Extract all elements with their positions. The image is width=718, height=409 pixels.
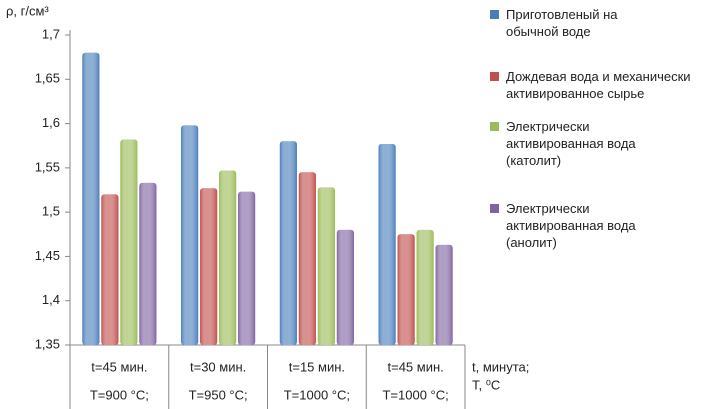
bar: [378, 143, 396, 345]
legend-swatch: [490, 72, 499, 81]
bar: [317, 187, 335, 345]
bar: [181, 125, 199, 345]
legend-label: Электрически активированная вода (анолит…: [506, 201, 636, 250]
y-tick-label: 1,35: [35, 336, 60, 351]
bar: [200, 188, 218, 345]
x-axis-label: t, минута;: [472, 359, 529, 374]
x-tick-label: t=45 мин.: [91, 359, 147, 374]
bar: [279, 141, 297, 345]
x-tick-label: T=950 °C;: [189, 387, 248, 402]
x-tick-label: t=30 мин.: [190, 359, 246, 374]
y-tick-label: 1,45: [35, 248, 60, 263]
bar: [435, 244, 453, 345]
legend-label: Приготовленый на обычной воде: [506, 7, 618, 39]
y-tick-label: 1,5: [42, 204, 60, 219]
legend-label: Дождевая вода и механически активированн…: [506, 69, 691, 101]
bar: [397, 234, 415, 345]
legend-swatch: [490, 122, 499, 131]
x-tick-label: t=45 мин.: [387, 359, 443, 374]
bar: [336, 229, 354, 345]
legend-swatch: [490, 204, 499, 213]
y-tick-label: 1,6: [42, 115, 60, 130]
legend-item: Приготовленый на обычной воде: [488, 6, 656, 40]
legend-item: Электрически активированная вода (католи…: [488, 118, 656, 169]
bar: [82, 52, 100, 345]
bar: [120, 139, 138, 345]
y-tick-label: 1,7: [42, 26, 60, 41]
legend-swatch: [490, 10, 499, 19]
y-tick-label: 1,65: [35, 71, 60, 86]
bar: [416, 229, 434, 345]
bar: [238, 191, 256, 345]
legend-item: Электрически активированная вода (анолит…: [488, 200, 656, 251]
x-axis-label: T, ⁰C: [472, 377, 500, 392]
y-axis-label: ρ, г/см³: [6, 3, 49, 18]
x-tick-label: t=15 мин.: [289, 359, 345, 374]
bar: [139, 182, 157, 345]
y-tick-label: 1,55: [35, 159, 60, 174]
x-tick-label: T=900 °C;: [90, 387, 149, 402]
bar: [101, 194, 119, 345]
bar: [298, 172, 316, 345]
x-tick-label: T=1000 °C;: [382, 387, 448, 402]
legend-label: Электрически активированная вода (католи…: [506, 119, 636, 168]
bar: [219, 170, 237, 345]
legend-item: Дождевая вода и механически активированн…: [488, 68, 716, 102]
y-tick-label: 1,4: [42, 292, 60, 307]
x-tick-label: T=1000 °C;: [284, 387, 350, 402]
